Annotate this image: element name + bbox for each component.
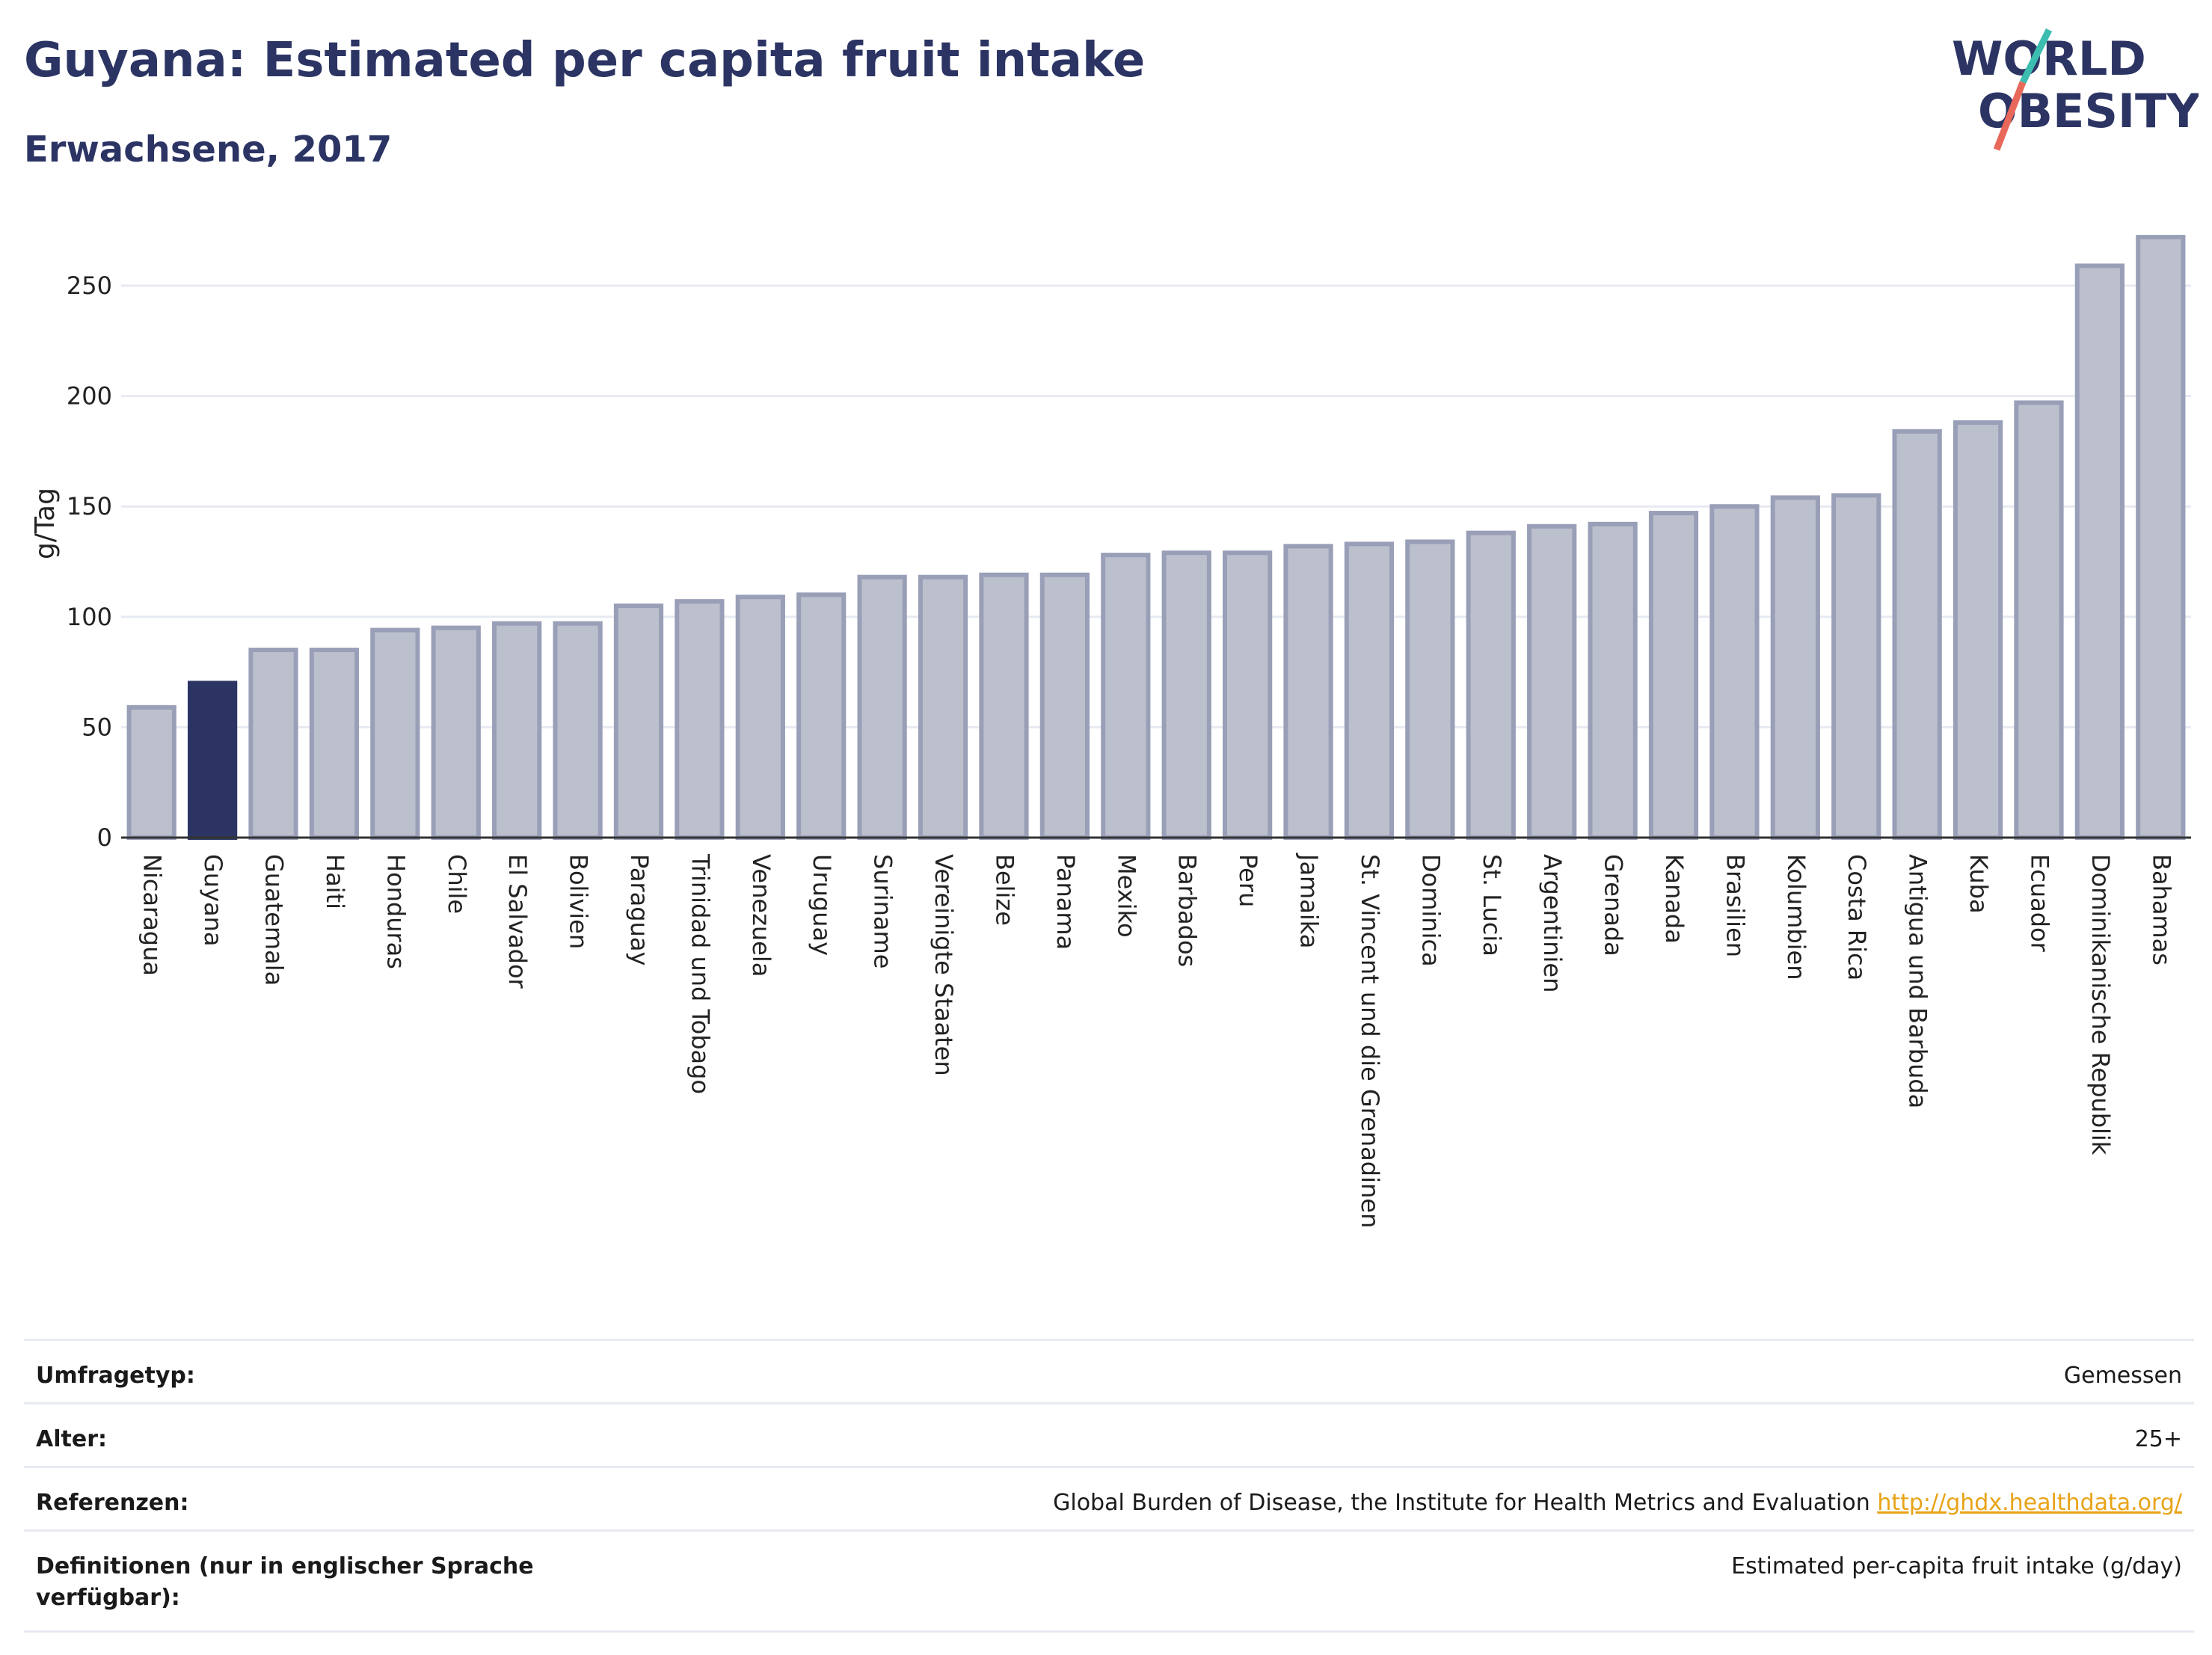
bar bbox=[1344, 541, 1395, 840]
bar bbox=[1770, 495, 1820, 840]
y-axis-label: g/Tag bbox=[30, 488, 61, 559]
x-tick-label: El Salvador bbox=[503, 854, 532, 989]
x-tick-label: Brasilien bbox=[1721, 854, 1749, 957]
info-value: Global Burden of Disease, the Institute … bbox=[1053, 1487, 2182, 1519]
bar bbox=[1466, 530, 1516, 840]
bar-chart: 0 50 100 150 200 250 g/Tag Nicaragua Guyana Guate… bbox=[30, 235, 2191, 1228]
x-tick-label: Bolivien bbox=[565, 854, 593, 949]
x-tick-label: Jamaika bbox=[1295, 853, 1324, 948]
y-tick-label: 100 bbox=[67, 603, 112, 631]
info-label: Referenzen: bbox=[36, 1490, 189, 1516]
info-label: Definitionen (nur in englischer Sprache … bbox=[36, 1553, 534, 1611]
bar bbox=[857, 574, 907, 840]
info-value: 25+ bbox=[2134, 1426, 2182, 1452]
chart-title: Guyana: Estimated per capita fruit intak… bbox=[24, 33, 1146, 88]
x-tick-label: Nicaragua bbox=[138, 854, 167, 976]
bar bbox=[1709, 504, 1760, 840]
bar bbox=[370, 627, 420, 841]
info-label: Umfragetyp: bbox=[36, 1363, 195, 1389]
world-obesity-logo[interactable]: WORLD OBESITY bbox=[1944, 22, 2199, 157]
x-tick-label: Belize bbox=[990, 854, 1019, 926]
bar bbox=[675, 599, 725, 840]
bar bbox=[248, 648, 298, 841]
x-tick-label: Grenada bbox=[1600, 854, 1628, 957]
info-row-age: Alter: 25+ bbox=[24, 1402, 2194, 1466]
y-tick-label: 250 bbox=[67, 271, 112, 300]
x-tick-label: Panama bbox=[1051, 854, 1080, 950]
chart-subtitle: Erwachsene, 2017 bbox=[24, 129, 393, 171]
x-tick-label: Venezuela bbox=[747, 854, 775, 977]
bar bbox=[1953, 420, 2003, 840]
bar bbox=[1101, 553, 1151, 840]
y-tick-label: 200 bbox=[67, 382, 112, 411]
x-tick-label: Haiti bbox=[321, 854, 349, 909]
bar bbox=[553, 621, 603, 840]
logo-slash-teal bbox=[2019, 28, 2053, 85]
x-tick-label: Suriname bbox=[869, 854, 897, 968]
x-tick-label: Chile bbox=[443, 854, 471, 914]
x-tick-label: Kolumbien bbox=[1782, 854, 1810, 980]
x-tick-label: Kuba bbox=[1964, 854, 1993, 914]
info-row-definitions: Definitionen (nur in englischer Sprache … bbox=[24, 1529, 2194, 1633]
bar bbox=[1588, 521, 1638, 840]
bar bbox=[796, 592, 847, 841]
x-tick-label: Guyana bbox=[199, 854, 227, 947]
x-tick-label: St. Vincent und die Grenadinen bbox=[1356, 854, 1384, 1228]
x-tick-label: Dominikanische Republik bbox=[2086, 854, 2115, 1155]
bar bbox=[2014, 400, 2064, 840]
bar bbox=[613, 604, 664, 840]
bar bbox=[126, 704, 176, 840]
bar bbox=[309, 648, 360, 841]
bar bbox=[2074, 263, 2125, 840]
logo-text-world: WORLD bbox=[1952, 31, 2146, 86]
bar bbox=[1283, 544, 1333, 840]
bar bbox=[492, 621, 542, 840]
info-row-references: Referenzen: Global Burden of Disease, th… bbox=[24, 1466, 2194, 1529]
bar bbox=[918, 574, 968, 840]
bar bbox=[1405, 539, 1455, 840]
x-tick-label: Kanada bbox=[1660, 854, 1689, 944]
y-tick-label: 50 bbox=[82, 713, 112, 741]
bar bbox=[1831, 493, 1881, 840]
bar-highlight bbox=[187, 681, 238, 840]
x-tick-label: Bahamas bbox=[2147, 854, 2175, 965]
bar bbox=[1222, 550, 1273, 840]
y-tick-label: 150 bbox=[67, 492, 112, 521]
info-row-survey-type: Umfragetyp: Gemessen bbox=[24, 1339, 2194, 1402]
x-tick-label: Paraguay bbox=[625, 854, 654, 965]
bar bbox=[1892, 429, 1942, 841]
info-table: Umfragetyp: Gemessen Alter: 25+ Referenz… bbox=[24, 1339, 2194, 1633]
bar bbox=[431, 625, 481, 840]
x-tick-label: Dominica bbox=[1416, 854, 1445, 967]
reference-text: Global Burden of Disease, the Institute … bbox=[1053, 1490, 1870, 1516]
x-tick-label: Honduras bbox=[381, 854, 410, 969]
bar bbox=[1039, 572, 1090, 840]
bar bbox=[1161, 550, 1211, 840]
x-tick-label: Barbados bbox=[1173, 854, 1202, 967]
x-tick-label: Vereinigte Staaten bbox=[930, 854, 958, 1076]
x-tick-label: Ecuador bbox=[2025, 854, 2053, 953]
reference-link[interactable]: http://ghdx.healthdata.org/ bbox=[1877, 1490, 2182, 1516]
info-label: Alter: bbox=[36, 1426, 107, 1452]
x-tick-label: Costa Rica bbox=[1843, 854, 1871, 980]
x-tick-label: Guatemala bbox=[260, 854, 289, 986]
x-tick-label: Antigua und Barbuda bbox=[1904, 854, 1932, 1108]
x-tick-label: Uruguay bbox=[808, 854, 836, 956]
info-value: Gemessen bbox=[2063, 1363, 2182, 1389]
bar bbox=[2136, 235, 2186, 840]
logo-slash-red bbox=[1993, 81, 2027, 151]
x-tick-label: Argentinien bbox=[1538, 854, 1567, 992]
x-tick-label: St. Lucia bbox=[1478, 854, 1506, 957]
bar bbox=[1648, 511, 1699, 840]
x-tick-label: Mexiko bbox=[1112, 854, 1140, 938]
y-tick-label: 0 bbox=[97, 823, 112, 852]
x-tick-label: Peru bbox=[1234, 854, 1262, 907]
info-value: Estimated per-capita fruit intake (g/day… bbox=[1731, 1553, 2182, 1579]
x-tick-label: Trinidad und Tobago bbox=[686, 853, 714, 1094]
bar bbox=[979, 572, 1029, 840]
bar bbox=[1527, 523, 1577, 840]
bar bbox=[735, 595, 785, 840]
